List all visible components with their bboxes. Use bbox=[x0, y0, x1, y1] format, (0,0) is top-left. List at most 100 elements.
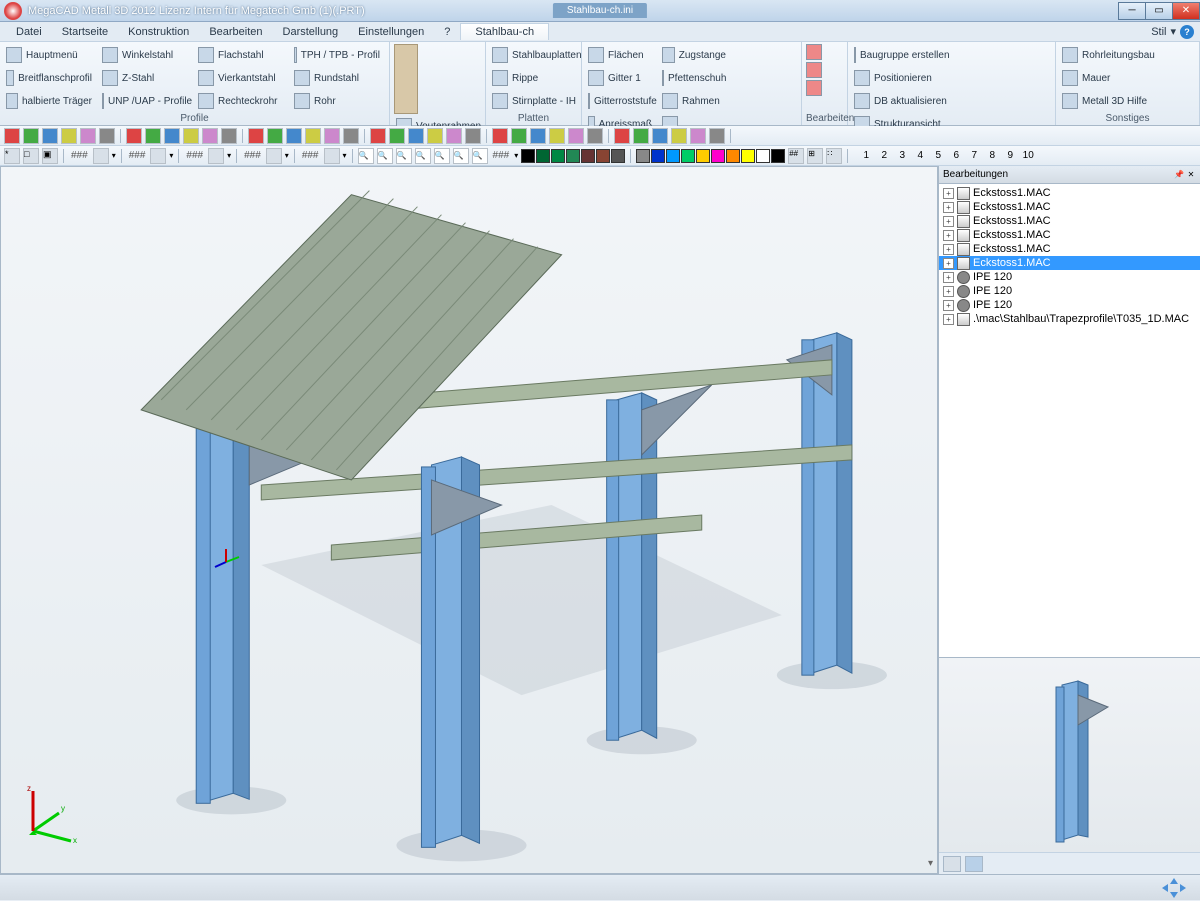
toolbar1-btn-5[interactable] bbox=[99, 128, 115, 144]
tb2-tool-1[interactable] bbox=[150, 148, 166, 164]
toolbar1-btn-4[interactable] bbox=[80, 128, 96, 144]
toolbar1-btn-9[interactable] bbox=[183, 128, 199, 144]
tree-row[interactable]: +Eckstoss1.MAC bbox=[939, 242, 1200, 256]
tree-expand-icon[interactable]: + bbox=[943, 202, 954, 213]
ribbon-btn-rippe[interactable]: Rippe bbox=[490, 67, 584, 89]
ribbon-btn-rahmen[interactable]: Rahmen bbox=[660, 90, 728, 112]
layer-2[interactable]: 2 bbox=[877, 150, 891, 161]
toolbar1-btn-7[interactable] bbox=[145, 128, 161, 144]
footer-tab-2[interactable] bbox=[965, 856, 983, 872]
zoom-btn-4[interactable]: 🔍 bbox=[434, 148, 450, 164]
zoom-btn-2[interactable]: 🔍 bbox=[396, 148, 412, 164]
toolbar1-btn-8[interactable] bbox=[164, 128, 180, 144]
toolbar1-btn-17[interactable] bbox=[343, 128, 359, 144]
toolbar1-btn-33[interactable] bbox=[671, 128, 687, 144]
layer-7[interactable]: 7 bbox=[967, 150, 981, 161]
layer-10[interactable]: 10 bbox=[1021, 150, 1035, 161]
toolbar1-btn-3[interactable] bbox=[61, 128, 77, 144]
tree-expand-icon[interactable]: + bbox=[943, 244, 954, 255]
toolbar1-btn-16[interactable] bbox=[324, 128, 340, 144]
footer-tab-1[interactable] bbox=[943, 856, 961, 872]
dropdown-icon[interactable]: ▾ bbox=[169, 151, 173, 160]
zoom-btn-5[interactable]: 🔍 bbox=[453, 148, 469, 164]
dropdown-icon[interactable]: ▾ bbox=[227, 151, 231, 160]
nav-arrows-icon[interactable] bbox=[1158, 875, 1190, 901]
swatch[interactable] bbox=[771, 149, 785, 163]
layer-9[interactable]: 9 bbox=[1003, 150, 1017, 161]
toolbar1-btn-34[interactable] bbox=[690, 128, 706, 144]
tree-expand-icon[interactable]: + bbox=[943, 272, 954, 283]
ribbon-btn-gitterroststufe[interactable]: Gitterroststufe bbox=[586, 90, 654, 112]
tree-expand-icon[interactable]: + bbox=[943, 230, 954, 241]
help-icon[interactable]: ? bbox=[1180, 25, 1194, 39]
ribbon-btn-hauptmen-[interactable]: Hauptmenü bbox=[4, 44, 94, 66]
tree-row[interactable]: +Eckstoss1.MAC bbox=[939, 200, 1200, 214]
zoom-btn-3[interactable]: 🔍 bbox=[415, 148, 431, 164]
toolbar1-btn-1[interactable] bbox=[23, 128, 39, 144]
menu-bearbeiten[interactable]: Bearbeiten bbox=[199, 24, 272, 40]
tb2-tool-0[interactable] bbox=[93, 148, 109, 164]
toolbar1-btn-25[interactable] bbox=[511, 128, 527, 144]
toolbar1-btn-13[interactable] bbox=[267, 128, 283, 144]
tree-view[interactable]: +Eckstoss1.MAC+Eckstoss1.MAC+Eckstoss1.M… bbox=[939, 184, 1200, 657]
swatch[interactable] bbox=[551, 149, 565, 163]
tb2-btn-2[interactable]: ▣ bbox=[42, 148, 58, 164]
toolbar1-btn-20[interactable] bbox=[408, 128, 424, 144]
ribbon-btn-flachstahl[interactable]: Flachstahl bbox=[196, 44, 286, 66]
toolbar1-btn-31[interactable] bbox=[633, 128, 649, 144]
ribbon-btn-vierkantstahl[interactable]: Vierkantstahl bbox=[196, 67, 286, 89]
dropdown-icon[interactable]: ▾ bbox=[112, 151, 116, 160]
bearbeiten-icon-1[interactable] bbox=[806, 44, 822, 60]
swatch[interactable] bbox=[596, 149, 610, 163]
minimize-button[interactable]: ─ bbox=[1118, 2, 1146, 20]
toolbar1-btn-6[interactable] bbox=[126, 128, 142, 144]
ribbon-btn-pfettenschuh[interactable]: Pfettenschuh bbox=[660, 67, 728, 89]
tree-expand-icon[interactable]: + bbox=[943, 286, 954, 297]
tb2-tool-2[interactable] bbox=[208, 148, 224, 164]
3d-viewport[interactable]: x y z ▾ bbox=[0, 166, 938, 874]
tree-expand-icon[interactable]: + bbox=[943, 216, 954, 227]
tb2-tool-4[interactable] bbox=[324, 148, 340, 164]
ribbon-btn-stirnplatte-ih[interactable]: Stirnplatte - IH bbox=[490, 90, 584, 112]
tb2-tool-3[interactable] bbox=[266, 148, 282, 164]
swatch[interactable] bbox=[696, 149, 710, 163]
ribbon-btn-tph-tpb-profil[interactable]: TPH / TPB - Profil bbox=[292, 44, 382, 66]
tree-row[interactable]: +IPE 120 bbox=[939, 270, 1200, 284]
pin-icon[interactable]: 📌 bbox=[1174, 170, 1184, 180]
layer-1[interactable]: 1 bbox=[859, 150, 873, 161]
menu-stahlbau[interactable]: Stahlbau-ch bbox=[460, 23, 549, 40]
ribbon-btn-db-aktualisieren[interactable]: DB aktualisieren bbox=[852, 90, 950, 112]
swatch[interactable] bbox=[536, 149, 550, 163]
ribbon-btn-unp-uap-profile[interactable]: UNP /UAP - Profile bbox=[100, 90, 190, 112]
ini-tab[interactable]: Stahlbau-ch.ini bbox=[553, 3, 647, 18]
swatch[interactable] bbox=[756, 149, 770, 163]
ribbon-btn-stahlbauplatten[interactable]: Stahlbauplatten bbox=[490, 44, 584, 66]
tree-row[interactable]: +IPE 120 bbox=[939, 284, 1200, 298]
tree-row[interactable]: +Eckstoss1.MAC bbox=[939, 228, 1200, 242]
toolbar1-btn-18[interactable] bbox=[370, 128, 386, 144]
tb2-misc-1[interactable]: ⊞ bbox=[807, 148, 823, 164]
close-panel-icon[interactable]: ✕ bbox=[1186, 170, 1196, 180]
swatch[interactable] bbox=[681, 149, 695, 163]
toolbar1-btn-26[interactable] bbox=[530, 128, 546, 144]
bearbeiten-icon-3[interactable] bbox=[806, 80, 822, 96]
tree-expand-icon[interactable]: + bbox=[943, 314, 954, 325]
swatch[interactable] bbox=[651, 149, 665, 163]
toolbar1-btn-23[interactable] bbox=[465, 128, 481, 144]
toolbar1-btn-15[interactable] bbox=[305, 128, 321, 144]
layer-6[interactable]: 6 bbox=[949, 150, 963, 161]
tree-expand-icon[interactable]: + bbox=[943, 258, 954, 269]
viewport-toggle[interactable]: ▾ bbox=[928, 858, 933, 869]
toolbar1-btn-11[interactable] bbox=[221, 128, 237, 144]
dropdown-icon[interactable]: ▾ bbox=[343, 151, 347, 160]
tb2-misc-0[interactable]: ## bbox=[788, 148, 804, 164]
tree-row[interactable]: +Eckstoss1.MAC bbox=[939, 256, 1200, 270]
toolbar1-btn-32[interactable] bbox=[652, 128, 668, 144]
menu-darstellung[interactable]: Darstellung bbox=[273, 24, 349, 40]
menu-help[interactable]: ? bbox=[434, 24, 460, 40]
maximize-button[interactable]: ▭ bbox=[1145, 2, 1173, 20]
dropdown-icon[interactable]: ▾ bbox=[285, 151, 289, 160]
ribbon-btn-zugstange[interactable]: Zugstange bbox=[660, 44, 728, 66]
ribbon-btn-fl-chen[interactable]: Flächen bbox=[586, 44, 654, 66]
ribbon-btn-halbierte-tr-ger[interactable]: halbierte Träger bbox=[4, 90, 94, 112]
